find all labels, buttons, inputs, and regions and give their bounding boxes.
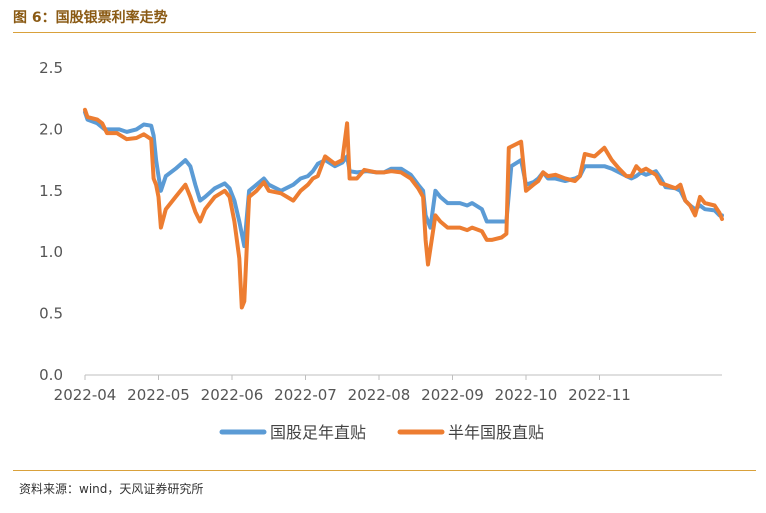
x-tick-label: 2022-07 xyxy=(274,386,337,404)
x-axis: 2022-04 2022-05 2022-06 2022-07 2022-08 2022-… xyxy=(54,374,722,404)
figure-header: 图 6：国股银票利率走势 xyxy=(13,6,756,33)
series-lines xyxy=(83,107,724,310)
source-note: 资料来源：wind，天风证券研究所 xyxy=(19,482,204,496)
legend: 国股足年直贴 半年国股直贴 xyxy=(219,423,544,442)
x-tick-label: 2022-10 xyxy=(495,386,558,404)
x-tick-label: 2022-11 xyxy=(568,386,631,404)
x-tick-label: 2022-04 xyxy=(54,386,117,404)
legend-label-2: 半年国股直贴 xyxy=(448,423,544,442)
y-tick-label: 1.0 xyxy=(39,243,63,261)
series-line-1 xyxy=(83,110,724,249)
y-tick-label: 0.5 xyxy=(39,305,63,323)
y-tick-label: 2.5 xyxy=(39,59,63,77)
figure-footer: 资料来源：wind，天风证券研究所 xyxy=(13,470,756,496)
series-line-2 xyxy=(83,107,724,310)
figure-title: 图 6：国股银票利率走势 xyxy=(13,10,168,26)
x-tick-label: 2022-05 xyxy=(127,386,190,404)
x-tick-label: 2022-09 xyxy=(421,386,484,404)
y-tick-label: 2.0 xyxy=(39,120,63,138)
y-tick-label: 0.0 xyxy=(39,366,63,384)
x-tick-label: 2022-08 xyxy=(348,386,411,404)
legend-label-1: 国股足年直贴 xyxy=(270,423,366,442)
x-tick-label: 2022-06 xyxy=(201,386,264,404)
y-tick-label: 1.5 xyxy=(39,182,63,200)
y-axis: 0.0 0.5 1.0 1.5 2.0 2.5 xyxy=(39,59,63,384)
